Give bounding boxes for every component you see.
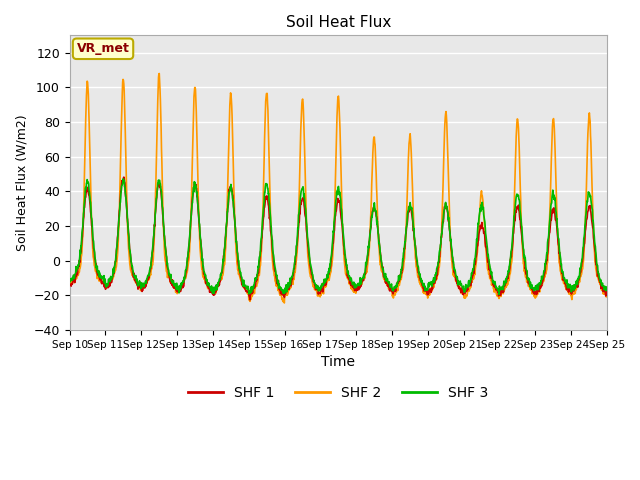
Y-axis label: Soil Heat Flux (W/m2): Soil Heat Flux (W/m2) (15, 114, 28, 251)
Text: VR_met: VR_met (77, 42, 129, 55)
Legend: SHF 1, SHF 2, SHF 3: SHF 1, SHF 2, SHF 3 (182, 381, 494, 406)
X-axis label: Time: Time (321, 355, 355, 369)
Title: Soil Heat Flux: Soil Heat Flux (285, 15, 391, 30)
